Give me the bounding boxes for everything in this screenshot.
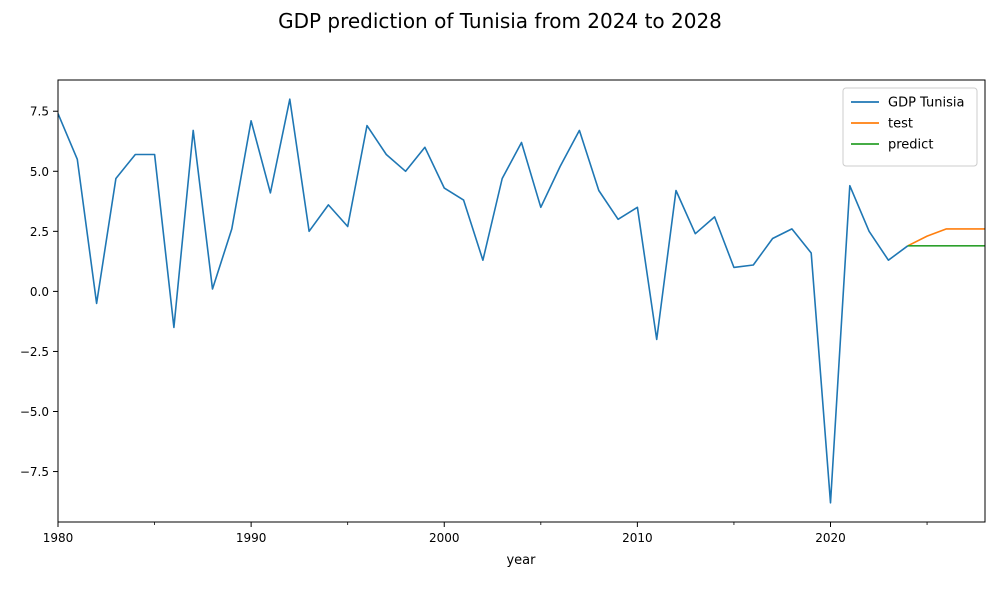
legend-box bbox=[842, 87, 978, 167]
chart-title: GDP prediction of Tunisia from 2024 to 2… bbox=[278, 9, 722, 33]
series-line-gdp-tunisia bbox=[58, 98, 909, 504]
y-tick-label: −2.5 bbox=[20, 345, 49, 359]
legend: GDP Tunisia test predict bbox=[842, 87, 978, 167]
y-tick-label: −7.5 bbox=[20, 465, 49, 479]
x-tick-label: 2020 bbox=[815, 531, 846, 545]
y-tick-label: 2.5 bbox=[30, 225, 49, 239]
x-tick-label: 2010 bbox=[622, 531, 653, 545]
x-tick-label: 1990 bbox=[236, 531, 267, 545]
y-tick-label: 5.0 bbox=[30, 165, 49, 179]
x-tick-label: 1980 bbox=[43, 531, 74, 545]
x-axis: 1980 1990 2000 2010 2020 bbox=[43, 522, 928, 545]
series-line-test bbox=[907, 228, 985, 247]
x-tick-label: 2000 bbox=[429, 531, 460, 545]
x-axis-label: year bbox=[506, 553, 536, 568]
y-tick-label: −5.0 bbox=[20, 405, 49, 419]
legend-label: test bbox=[888, 117, 913, 132]
legend-label: predict bbox=[888, 138, 933, 153]
y-axis: 7.5 5.0 2.5 0.0 −2.5 −5.0 −7.5 bbox=[20, 105, 58, 479]
series-layer bbox=[58, 98, 985, 504]
y-tick-label: 0.0 bbox=[30, 285, 49, 299]
y-tick-label: 7.5 bbox=[30, 105, 49, 119]
legend-label: GDP Tunisia bbox=[888, 96, 964, 111]
plot-frame bbox=[57, 79, 986, 523]
